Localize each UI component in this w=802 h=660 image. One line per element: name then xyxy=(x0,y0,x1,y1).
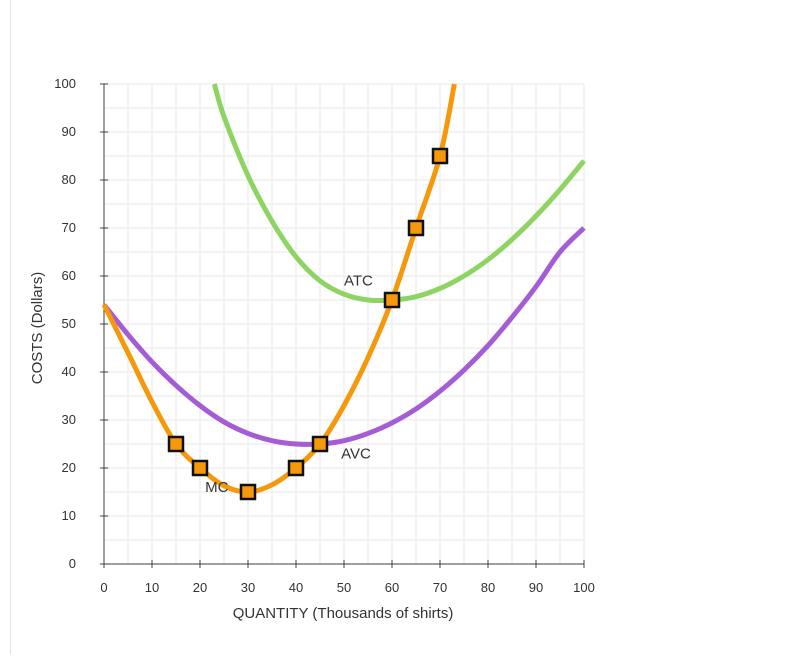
y-tick-label: 60 xyxy=(62,268,76,283)
y-tick-label: 30 xyxy=(62,412,76,427)
x-axis-label: QUANTITY (Thousands of shirts) xyxy=(233,605,454,622)
y-axis-label: COSTS (Dollars) xyxy=(29,272,46,385)
y-tick-label: 100 xyxy=(54,76,76,91)
x-tick-label: 60 xyxy=(385,580,399,595)
data-point-marker xyxy=(239,483,257,501)
data-point-marker xyxy=(287,459,305,477)
data-point-marker xyxy=(167,435,185,453)
x-tick-label: 80 xyxy=(481,580,495,595)
y-tick-label: 0 xyxy=(69,556,76,571)
curve-label-mc: MC xyxy=(205,479,228,496)
y-tick-label: 50 xyxy=(62,316,76,331)
data-point-marker xyxy=(431,147,449,165)
curve-mc xyxy=(101,83,457,495)
x-tick-label: 100 xyxy=(573,580,595,595)
x-tick-label: 20 xyxy=(193,580,207,595)
x-tick-label: 30 xyxy=(241,580,255,595)
curve-labels: ATC AVC MC xyxy=(205,273,373,496)
curve-label-atc: ATC xyxy=(344,273,373,290)
y-tick-label: 20 xyxy=(62,460,76,475)
panel-left-border xyxy=(10,0,11,655)
curve-label-avc: AVC xyxy=(341,445,371,462)
x-tick-label: 90 xyxy=(529,580,543,595)
axes: 0 10 20 30 40 50 60 70 80 90 100 0 10 20 30 40 50 60 70 80 9… xyxy=(54,76,595,595)
x-tick-label: 50 xyxy=(337,580,351,595)
y-tick-label: 90 xyxy=(62,124,76,139)
grid-lines xyxy=(103,83,585,565)
data-point-marker xyxy=(311,435,329,453)
y-tick-label: 40 xyxy=(62,364,76,379)
y-tick-label: 80 xyxy=(62,172,76,187)
curve-atc xyxy=(211,83,586,304)
x-tick-label: 70 xyxy=(433,580,447,595)
y-tick-label: 70 xyxy=(62,220,76,235)
data-point-marker xyxy=(407,219,425,237)
x-tick-label: 0 xyxy=(100,580,107,595)
markers xyxy=(167,147,449,501)
x-tick-label: 40 xyxy=(289,580,303,595)
data-point-marker xyxy=(383,291,401,309)
x-tick-label: 10 xyxy=(145,580,159,595)
curve-avc xyxy=(102,226,586,447)
data-point-marker xyxy=(191,459,209,477)
y-tick-label: 10 xyxy=(62,508,76,523)
